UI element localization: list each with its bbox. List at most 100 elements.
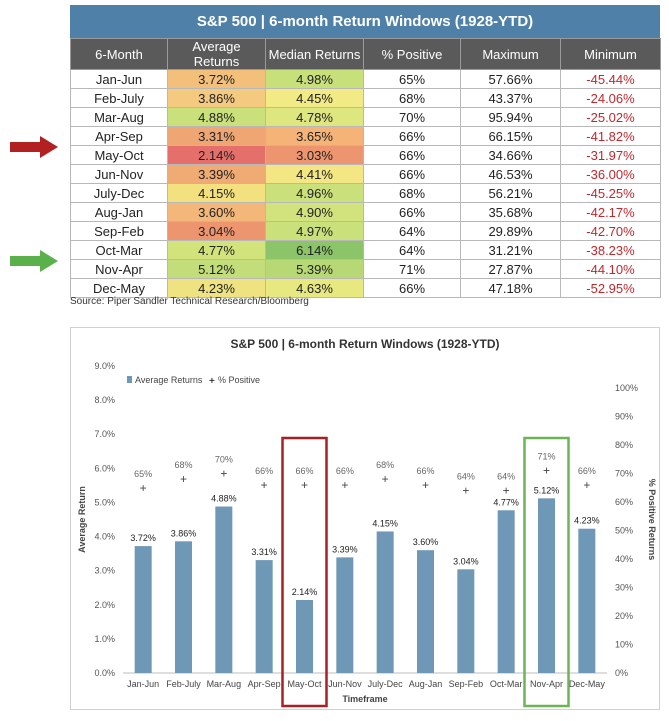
y-tick-label: 1.0%: [94, 634, 115, 644]
bar-data-label: 4.88%: [211, 494, 237, 504]
bar-average-return: [255, 560, 273, 673]
minimum-cell: -25.02%: [560, 107, 661, 127]
bar-average-return: [296, 600, 313, 673]
returns-grid: 6-Month Average Returns Median Returns% Po…: [70, 38, 661, 298]
percent-positive-cell: 64%: [363, 240, 461, 260]
percent-positive-label: 66%: [255, 466, 273, 476]
percent-positive-label: 66%: [578, 466, 596, 476]
maximum-cell: 43.37%: [460, 88, 561, 108]
x-tick-label: Dec-May: [569, 679, 606, 689]
bar-data-label: 3.04%: [453, 556, 479, 566]
table-row: Jun-Nov 3.39% 4.41% 66% 46.53% -36.00%: [70, 164, 661, 184]
median-return-cell: 4.97%: [265, 221, 364, 241]
y-tick-label: 4.0%: [94, 532, 115, 542]
x-tick-label: Jun-Nov: [328, 679, 362, 689]
median-return-cell: 4.63%: [265, 278, 364, 298]
average-return-cell: 4.23%: [167, 278, 266, 298]
window-cell: Aug-Jan: [70, 202, 168, 222]
percent-positive-marker: +: [543, 464, 550, 478]
minimum-cell: -24.06%: [560, 88, 661, 108]
x-tick-label: Mar-Aug: [207, 679, 242, 689]
minimum-cell: -36.00%: [560, 164, 661, 184]
y2-tick-label: 0%: [615, 668, 628, 678]
table-row: Apr-Sep 3.31% 3.65% 66% 66.15% -41.82%: [70, 126, 661, 146]
average-return-cell: 3.04%: [167, 221, 266, 241]
maximum-cell: 27.87%: [460, 259, 561, 279]
highlight-box: [281, 436, 328, 708]
x-axis-title: Timeframe: [342, 694, 387, 704]
column-header: % Positive: [363, 38, 461, 70]
median-return-cell: 4.45%: [265, 88, 364, 108]
y-tick-label: 9.0%: [94, 361, 115, 371]
minimum-cell: -45.25%: [560, 183, 661, 203]
percent-positive-label: 66%: [416, 466, 434, 476]
x-tick-label: Oct-Mar: [490, 679, 523, 689]
maximum-cell: 35.68%: [460, 202, 561, 222]
window-cell: Dec-May: [70, 278, 168, 298]
percent-positive-label: 66%: [295, 466, 313, 476]
percent-positive-label: 70%: [215, 455, 233, 465]
average-return-cell: 5.12%: [167, 259, 266, 279]
window-cell: Nov-Apr: [70, 259, 168, 279]
window-cell: Oct-Mar: [70, 240, 168, 260]
bar-average-return: [457, 569, 475, 673]
window-cell: Mar-Aug: [70, 107, 168, 127]
percent-positive-cell: 66%: [363, 126, 461, 146]
percent-positive-label: 64%: [497, 472, 515, 482]
maximum-cell: 95.94%: [460, 107, 561, 127]
percent-positive-marker: +: [503, 484, 510, 498]
y-tick-label: 0.0%: [94, 668, 115, 678]
y2-tick-label: 20%: [615, 611, 633, 621]
average-returns-chart: S&P 500 | 6-month Return Windows (1928-Y…: [77, 337, 657, 708]
table-row: Jan-Jun 3.72% 4.98% 65% 57.66% -45.44%: [70, 69, 661, 89]
bar-average-return: [417, 550, 434, 673]
table-row: July-Dec 4.15% 4.96% 68% 56.21% -45.25%: [70, 183, 661, 203]
y2-tick-label: 80%: [615, 440, 633, 450]
percent-positive-cell: 65%: [363, 69, 461, 89]
bar-average-return: [497, 510, 515, 673]
maximum-cell: 66.15%: [460, 126, 561, 146]
maximum-cell: 56.21%: [460, 183, 561, 203]
column-header: 6-Month: [70, 38, 168, 70]
returns-table: S&P 500 | 6-month Return Windows (1928-Y…: [70, 5, 661, 298]
window-cell: Jan-Jun: [70, 69, 168, 89]
y2-tick-label: 90%: [615, 412, 633, 422]
chart-panel: S&P 500 | 6-month Return Windows (1928-Y…: [70, 327, 660, 710]
percent-positive-cell: 68%: [363, 183, 461, 203]
column-header: Average Returns: [167, 38, 266, 70]
y2-tick-label: 10%: [615, 640, 633, 650]
bar-average-return: [215, 506, 233, 673]
y2-tick-label: 70%: [615, 469, 633, 479]
percent-positive-cell: 68%: [363, 88, 461, 108]
average-return-cell: 3.72%: [167, 69, 266, 89]
percent-positive-marker: +: [341, 478, 348, 492]
y-tick-label: 3.0%: [94, 566, 115, 576]
bar-average-return: [578, 528, 596, 673]
legend-label-percent-positive: % Positive: [218, 375, 260, 385]
window-cell: Feb-July: [70, 88, 168, 108]
bar-data-label: 4.15%: [372, 518, 398, 528]
table-title: S&P 500 | 6-month Return Windows (1928-Y…: [70, 5, 660, 38]
y-tick-label: 2.0%: [94, 600, 115, 610]
percent-positive-label: 68%: [376, 460, 394, 470]
median-return-cell: 4.98%: [265, 69, 364, 89]
percent-positive-marker: +: [462, 484, 469, 498]
x-tick-label: July-Dec: [368, 679, 404, 689]
window-cell: Sep-Feb: [70, 221, 168, 241]
percent-positive-label: 64%: [457, 472, 475, 482]
percent-positive-marker: +: [583, 478, 590, 492]
minimum-cell: -44.10%: [560, 259, 661, 279]
bar-data-label: 3.86%: [171, 528, 197, 538]
percent-positive-cell: 66%: [363, 164, 461, 184]
median-return-cell: 4.96%: [265, 183, 364, 203]
percent-positive-label: 65%: [134, 469, 152, 479]
table-row: Oct-Mar 4.77% 6.14% 64% 31.21% -38.23%: [70, 240, 661, 260]
percent-positive-label: 71%: [537, 452, 555, 462]
window-cell: Jun-Nov: [70, 164, 168, 184]
bar-data-label: 4.77%: [493, 497, 519, 507]
percent-positive-cell: 64%: [363, 221, 461, 241]
column-header: Maximum: [460, 38, 561, 70]
percent-positive-cell: 66%: [363, 202, 461, 222]
table-row: May-Oct 2.14% 3.03% 66% 34.66% -31.97%: [70, 145, 661, 165]
bar-data-label: 2.14%: [292, 587, 318, 597]
